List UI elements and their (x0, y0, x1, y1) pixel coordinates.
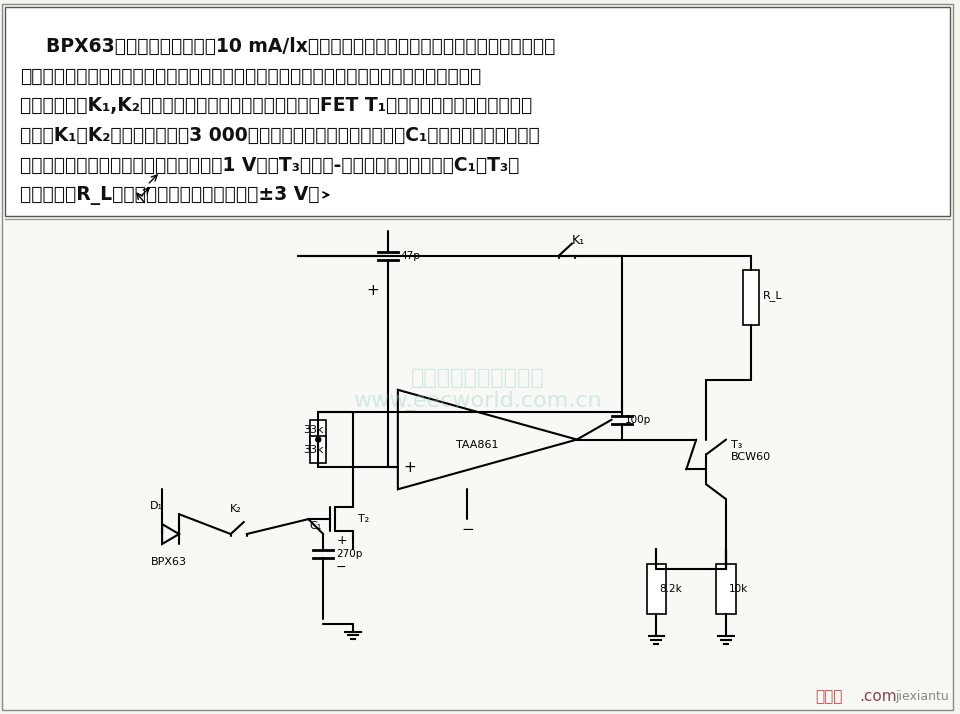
Text: 270p: 270p (336, 549, 363, 559)
Text: 33k: 33k (302, 445, 324, 455)
Bar (310, 420, 326, 448)
FancyBboxPatch shape (2, 4, 953, 710)
Bar (743, 271, 759, 325)
FancyBboxPatch shape (5, 7, 949, 216)
Text: 100p: 100p (625, 415, 651, 425)
Text: 门没打开时，K₁,K₂是闭合的，于是运算放大器的输出经FET T₁回接到它的输入端。在曝光开: 门没打开时，K₁,K₂是闭合的，于是运算放大器的输出经FET T₁回接到它的输入… (20, 96, 532, 116)
Text: jiexiantu: jiexiantu (895, 690, 948, 703)
Text: C₁: C₁ (309, 521, 322, 531)
Text: .com: .com (859, 689, 897, 704)
Text: −: − (461, 521, 474, 537)
Text: 接线图: 接线图 (816, 689, 843, 704)
Circle shape (316, 437, 321, 442)
Text: −: − (336, 561, 347, 574)
Text: BPX63: BPX63 (151, 557, 187, 567)
Text: T₃: T₃ (732, 440, 742, 450)
Text: 杭州络睿科技有限公司
www.eecworld.com.cn: 杭州络睿科技有限公司 www.eecworld.com.cn (353, 368, 602, 411)
Text: +: + (367, 283, 379, 298)
Bar (646, 564, 666, 613)
Text: K₂: K₂ (229, 504, 242, 514)
Text: T₂: T₂ (358, 514, 370, 524)
Bar (716, 564, 736, 613)
Text: +: + (336, 533, 347, 546)
Text: 8.2k: 8.2k (660, 584, 683, 594)
Text: 噪声信号的影响。当在微光下使用时，本电路能够迅速收集一连串短促的光脉冲。当摄象机快: 噪声信号的影响。当在微光下使用时，本电路能够迅速收集一连串短促的光脉冲。当摄象机… (20, 66, 481, 86)
Text: 47p: 47p (401, 251, 420, 261)
Text: D₁: D₁ (150, 501, 162, 511)
Bar (310, 436, 326, 463)
Text: 10k: 10k (729, 584, 748, 594)
Text: K₁: K₁ (572, 234, 585, 247)
Text: TAA861: TAA861 (456, 440, 498, 450)
Text: 33k: 33k (302, 425, 324, 435)
Text: BPX63光电二极管的灵敏度10 mA/lx。本电路确保光图定位只受有用光的影响，而不受: BPX63光电二极管的灵敏度10 mA/lx。本电路确保光图定位只受有用光的影响… (20, 36, 555, 56)
Text: +: + (403, 460, 417, 475)
Text: 生反馈，使R_L上断流，曝光便结束。电源为±3 V。: 生反馈，使R_L上断流，曝光便结束。电源为±3 V。 (20, 186, 320, 205)
Text: 始时，K₁和K₂断开，电路产生3 000倍以上放大倍率。于是积分电容C₁通过光电流充电，使输: 始时，K₁和K₂断开，电路产生3 000倍以上放大倍率。于是积分电容C₁通过光电… (20, 126, 540, 145)
Text: 出电压随时间作线性变化。在输出电压为1 V时，T₃的基极-发射极结开始导通。当C₁经T₃产: 出电压随时间作线性变化。在输出电压为1 V时，T₃的基极-发射极结开始导通。当C… (20, 156, 519, 175)
Text: BCW60: BCW60 (732, 453, 771, 463)
Text: R_L: R_L (763, 290, 782, 301)
Text: −: − (403, 404, 417, 419)
